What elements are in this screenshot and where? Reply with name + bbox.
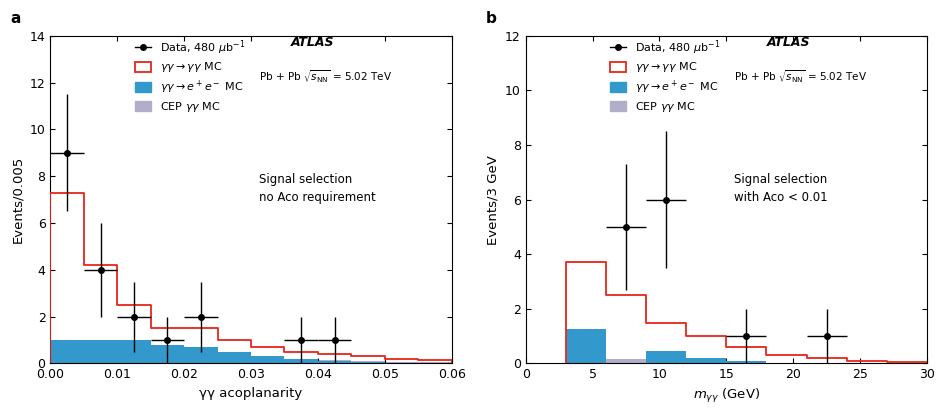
Polygon shape	[566, 329, 927, 364]
X-axis label: γγ acoplanarity: γγ acoplanarity	[200, 387, 303, 400]
Text: Pb + Pb $\sqrt{s_{\mathrm{NN}}}$ = 5.02 TeV: Pb + Pb $\sqrt{s_{\mathrm{NN}}}$ = 5.02 …	[259, 69, 393, 85]
Polygon shape	[50, 352, 451, 364]
Y-axis label: Events/3 GeV: Events/3 GeV	[486, 155, 499, 245]
Legend: Data, 480 $\mu$b$^{-1}$, $\gamma\gamma \rightarrow \gamma\gamma$ MC, $\gamma\gam: Data, 480 $\mu$b$^{-1}$, $\gamma\gamma \…	[610, 38, 721, 114]
Polygon shape	[50, 340, 451, 364]
Text: ATLAS: ATLAS	[291, 36, 335, 49]
Text: b: b	[485, 11, 497, 26]
Text: Signal selection
with Aco < 0.01: Signal selection with Aco < 0.01	[734, 173, 828, 204]
Text: Pb + Pb $\sqrt{s_{\mathrm{NN}}}$ = 5.02 TeV: Pb + Pb $\sqrt{s_{\mathrm{NN}}}$ = 5.02 …	[734, 69, 867, 85]
Y-axis label: Events/0.005: Events/0.005	[11, 156, 24, 243]
Text: a: a	[10, 11, 21, 26]
Text: Signal selection
no Aco requirement: Signal selection no Aco requirement	[259, 173, 376, 204]
Text: ATLAS: ATLAS	[766, 36, 810, 49]
Polygon shape	[566, 357, 927, 364]
Legend: Data, 480 $\mu$b$^{-1}$, $\gamma\gamma \rightarrow \gamma\gamma$ MC, $\gamma\gam: Data, 480 $\mu$b$^{-1}$, $\gamma\gamma \…	[134, 38, 245, 114]
X-axis label: $m_{\gamma\gamma}$ (GeV): $m_{\gamma\gamma}$ (GeV)	[692, 387, 760, 405]
